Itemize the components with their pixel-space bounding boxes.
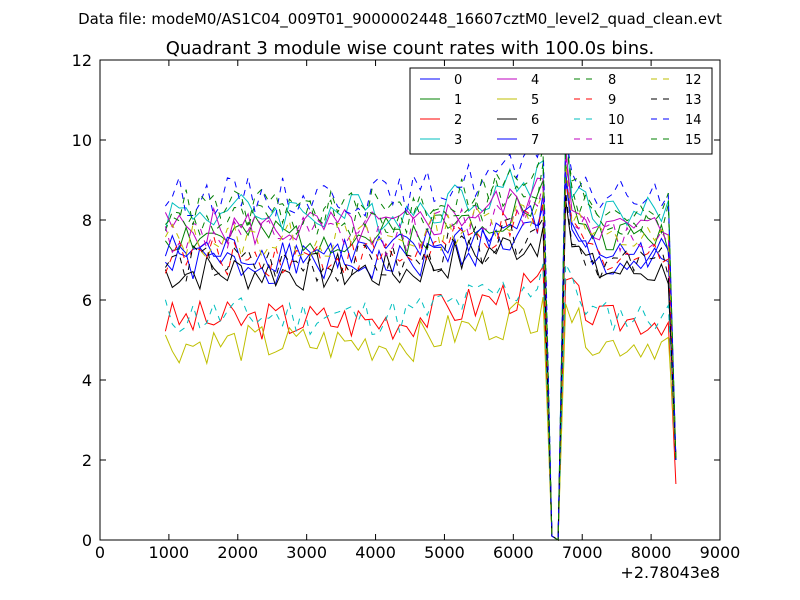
series-layer (164, 123, 677, 541)
legend-label-9: 9 (608, 93, 616, 108)
legend-label-13: 13 (685, 93, 702, 108)
series-line-8 (164, 139, 677, 541)
legend-label-10: 10 (608, 113, 625, 128)
legend-label-14: 14 (685, 113, 702, 128)
legend-label-4: 4 (531, 73, 539, 88)
ticks-layer: 0 1000 2000 3000 4000 5000 6000 7000 8000 9000 0 2 4… (72, 51, 741, 562)
y-tick-label: 2 (82, 451, 92, 470)
x-tick-label: 3000 (286, 543, 327, 562)
series-line-5 (164, 297, 677, 541)
y-tick-label: 4 (82, 371, 92, 390)
figure-suptitle: Data file: modeM0/AS1C04_009T01_90000024… (78, 10, 722, 29)
series-line-1 (164, 163, 677, 541)
x-tick-label: 8000 (631, 543, 672, 562)
chart-title: Quadrant 3 module wise count rates with … (166, 38, 655, 59)
x-tick-label: 6000 (493, 543, 534, 562)
x-offset-label: +2.78043e8 (620, 563, 720, 582)
series-line-11 (164, 155, 677, 541)
y-tick-label: 0 (82, 531, 92, 550)
x-tick-label: 7000 (562, 543, 603, 562)
x-tick-label: 5000 (424, 543, 465, 562)
series-line-6 (164, 199, 677, 541)
legend-label-7: 7 (531, 133, 539, 148)
series-line-14 (164, 135, 677, 541)
series-line-4 (164, 147, 677, 541)
legend-label-5: 5 (531, 93, 539, 108)
legend-label-3: 3 (454, 133, 462, 148)
legend-label-6: 6 (531, 113, 539, 128)
legend-label-12: 12 (685, 73, 702, 88)
legend-box (409, 67, 713, 155)
series-line-2 (164, 264, 677, 541)
legend-label-8: 8 (608, 73, 616, 88)
series-line-15 (165, 139, 677, 541)
x-tick-label: 2000 (217, 543, 258, 562)
series-line-7 (164, 171, 677, 541)
legend-label-0: 0 (454, 73, 462, 88)
series-line-3 (164, 123, 677, 541)
x-tick-label: 1000 (149, 543, 190, 562)
y-tick-label: 12 (72, 51, 92, 70)
x-tick-label: 9000 (700, 543, 741, 562)
series-line-10 (164, 262, 677, 541)
series-line-13 (164, 191, 677, 541)
legend-label-15: 15 (685, 133, 702, 148)
legend-label-1: 1 (454, 93, 462, 108)
legend-label-2: 2 (454, 113, 462, 128)
y-tick-label: 6 (82, 291, 92, 310)
legend-label-11: 11 (608, 133, 625, 148)
series-line-9 (164, 179, 677, 541)
x-tick-label: 0 (95, 543, 105, 562)
y-tick-label: 10 (72, 131, 92, 150)
y-tick-label: 8 (82, 211, 92, 230)
x-tick-label: 4000 (355, 543, 396, 562)
series-line-0 (165, 179, 677, 541)
series-line-12 (164, 163, 677, 541)
